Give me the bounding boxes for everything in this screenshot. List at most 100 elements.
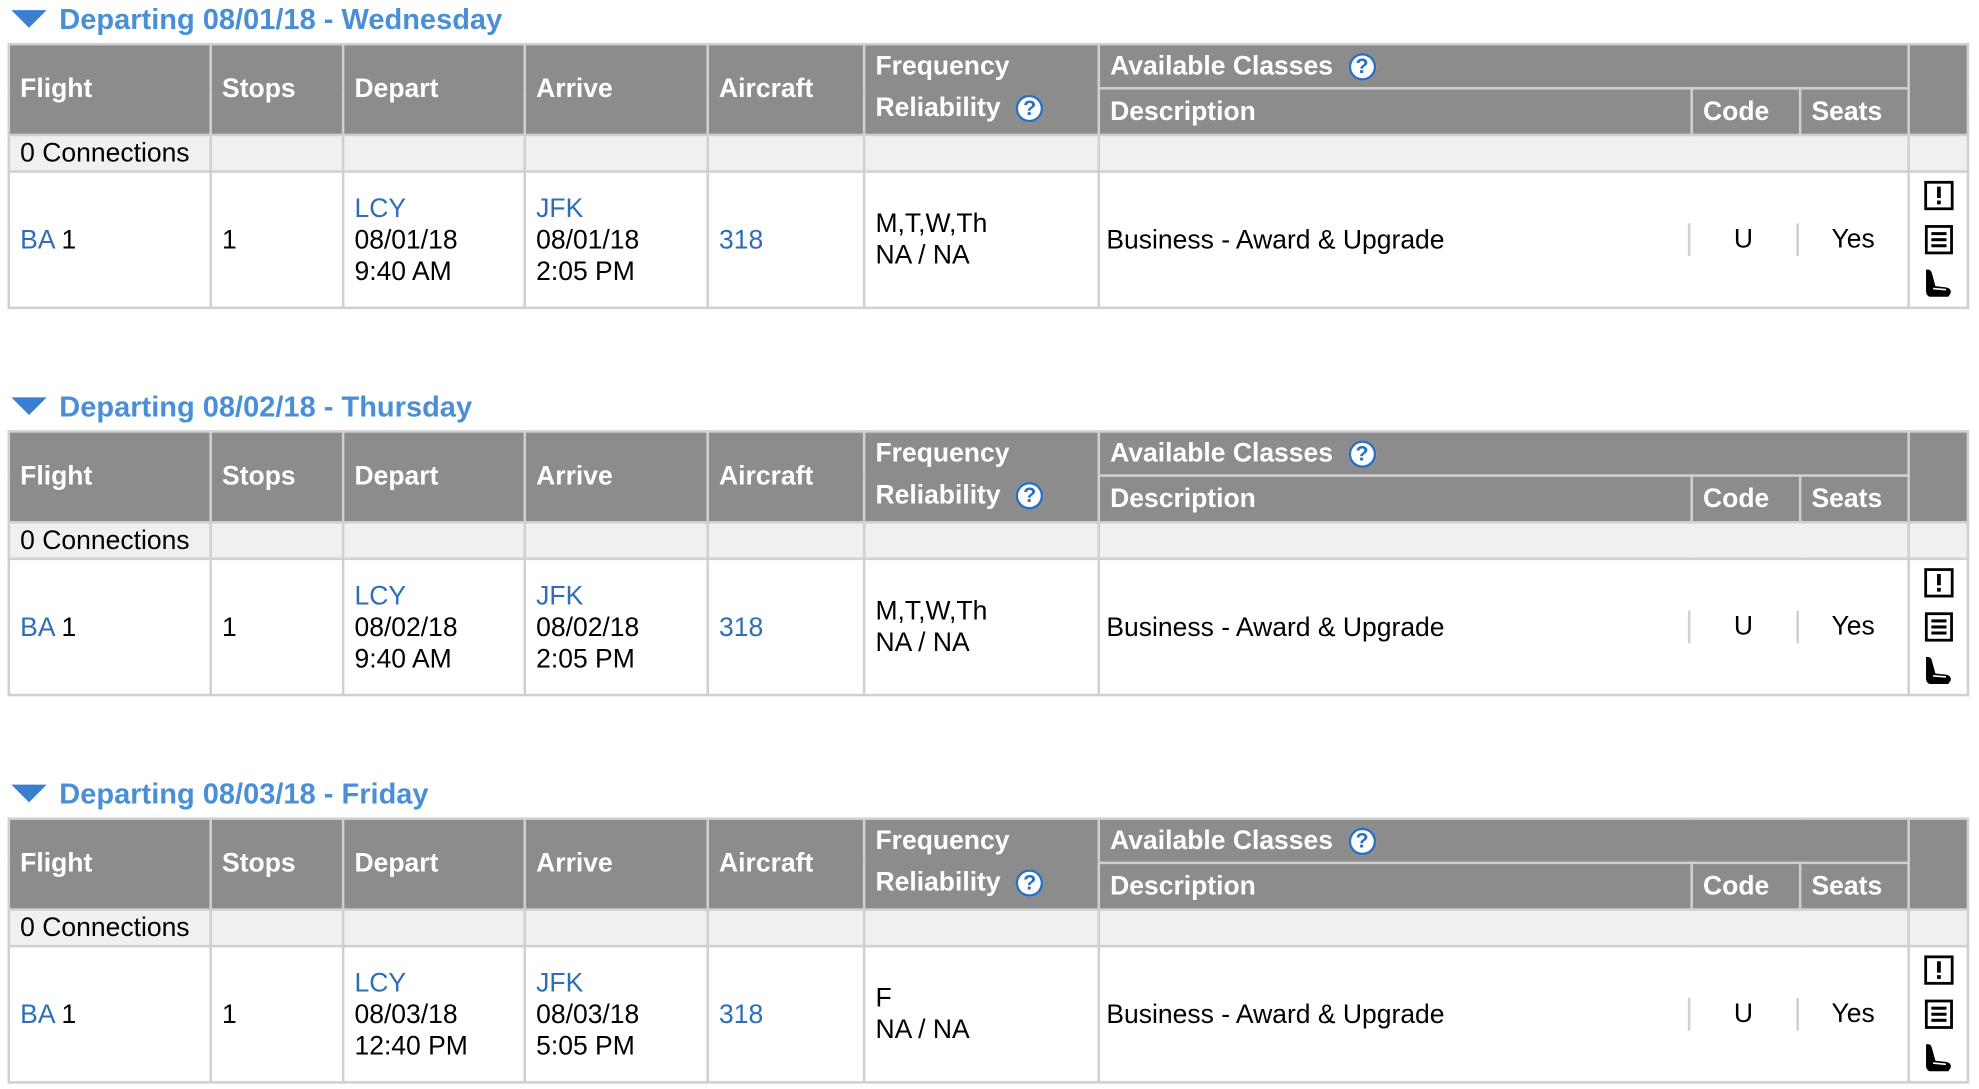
departure-toggle[interactable]: Departing 08/01/18 - Wednesday [0, 0, 502, 38]
collapse-triangle-icon[interactable] [11, 397, 47, 416]
header-actions [1907, 42, 1970, 137]
stops-value: 1 [209, 557, 345, 697]
class-code: U [1687, 997, 1796, 1031]
header-arrive: Arrive [523, 817, 709, 911]
depart-airport-link[interactable]: LCY [354, 193, 407, 223]
airline-link[interactable]: BA [20, 612, 55, 642]
flight-cell: BA 1 [7, 557, 212, 697]
header-frequency: Frequency [875, 826, 1010, 856]
classes-help-icon[interactable]: ? [1348, 440, 1376, 468]
connections-label: 0 Connections [7, 133, 212, 173]
class-seats: Yes [1796, 223, 1907, 257]
arrive-airport-link[interactable]: JFK [536, 968, 584, 998]
header-code: Code [1690, 861, 1802, 911]
depart-time: 12:40 PM [354, 1031, 468, 1061]
connections-row: 0 Connections [7, 908, 1970, 948]
arrive-date: 08/01/18 [536, 225, 640, 255]
header-frequency-reliability: Frequency Reliability? [862, 430, 1101, 524]
frequency-value: M,T,W,Th [875, 596, 988, 626]
reliability-value: NA / NA [875, 628, 970, 658]
header-arrive: Arrive [523, 42, 709, 137]
flight-table: Flight Stops Depart Arrive Aircraft Freq… [7, 817, 1970, 1084]
aircraft-link[interactable]: 318 [719, 612, 764, 642]
departure-toggle[interactable]: Departing 08/02/18 - Thursday [0, 387, 472, 425]
notes-icon[interactable] [1922, 221, 1955, 259]
airline-link[interactable]: BA [20, 225, 55, 255]
header-depart: Depart [341, 817, 527, 911]
header-aircraft: Aircraft [706, 430, 866, 524]
aircraft-cell: 318 [706, 170, 866, 310]
arrive-time: 2:05 PM [536, 256, 635, 286]
header-depart: Depart [341, 42, 527, 137]
depart-airport-link[interactable]: LCY [354, 968, 407, 998]
actions-cell [1907, 557, 1970, 697]
departure-title: Departing 08/01/18 - Wednesday [59, 1, 503, 35]
depart-date: 08/01/18 [354, 225, 458, 255]
connections-label: 0 Connections [7, 908, 212, 948]
header-description: Description [1097, 474, 1693, 524]
header-description: Description [1097, 87, 1693, 137]
arrive-time: 5:05 PM [536, 1031, 635, 1061]
reliability-help-icon[interactable]: ? [1015, 482, 1044, 511]
classes-help-icon[interactable]: ? [1348, 52, 1376, 81]
frequency-cell: M,T,W,Th NA / NA [862, 557, 1101, 697]
flight-cell: BA 1 [7, 170, 212, 310]
notes-icon[interactable] [1922, 608, 1955, 646]
classes-help-icon[interactable]: ? [1348, 827, 1376, 856]
alert-icon[interactable] [1922, 951, 1955, 989]
class-description: Business - Award & Upgrade [1106, 612, 1445, 642]
departure-toggle[interactable]: Departing 08/03/18 - Friday [0, 775, 429, 813]
aircraft-link[interactable]: 318 [719, 225, 764, 255]
table-row: BA 1 1 LCY 08/02/18 9:40 AM JFK 08/02/18… [7, 557, 1970, 697]
collapse-triangle-icon[interactable] [11, 10, 47, 28]
arrive-date: 08/02/18 [536, 612, 640, 642]
reliability-help-icon[interactable]: ? [1015, 95, 1044, 123]
table-row: BA 1 1 LCY 08/03/18 12:40 PM JFK 08/03/1… [7, 944, 1970, 1084]
aircraft-cell: 318 [706, 944, 866, 1084]
notes-icon[interactable] [1922, 995, 1955, 1033]
actions-cell [1907, 944, 1970, 1084]
class-description: Business - Award & Upgrade [1106, 225, 1445, 255]
arrive-airport-link[interactable]: JFK [536, 580, 584, 610]
header-available-classes-label: Available Classes [1110, 438, 1333, 468]
header-code: Code [1690, 474, 1802, 524]
arrive-date: 08/03/18 [536, 999, 640, 1029]
arrive-cell: JFK 08/02/18 2:05 PM [523, 557, 709, 697]
seat-icon[interactable] [1922, 1039, 1955, 1077]
class-code: U [1687, 610, 1796, 644]
class-description: Business - Award & Upgrade [1106, 999, 1445, 1029]
header-available-classes-label: Available Classes [1110, 51, 1333, 81]
class-seats: Yes [1796, 610, 1907, 644]
alert-icon[interactable] [1922, 564, 1955, 602]
header-frequency-reliability: Frequency Reliability? [862, 42, 1101, 137]
frequency-value: M,T,W,Th [875, 209, 988, 239]
reliability-help-icon[interactable]: ? [1015, 869, 1044, 898]
header-seats: Seats [1798, 87, 1910, 137]
header-stops: Stops [209, 42, 345, 137]
seat-icon[interactable] [1922, 265, 1955, 303]
class-cell: Business - Award & Upgrade U Yes [1097, 944, 1910, 1084]
header-available-classes: Available Classes? [1097, 817, 1910, 865]
airline-link[interactable]: BA [20, 999, 55, 1029]
collapse-triangle-icon[interactable] [11, 784, 47, 803]
header-seats: Seats [1798, 474, 1910, 524]
seat-icon[interactable] [1922, 652, 1955, 690]
header-arrive: Arrive [523, 430, 709, 524]
aircraft-link[interactable]: 318 [719, 999, 764, 1029]
connections-row: 0 Connections [7, 133, 1970, 173]
header-code: Code [1690, 87, 1802, 137]
class-seats: Yes [1796, 997, 1907, 1031]
stops-value: 1 [209, 170, 345, 310]
alert-icon[interactable] [1922, 177, 1955, 215]
flight-number: 1 [61, 612, 77, 642]
depart-cell: LCY 08/02/18 9:40 AM [341, 557, 527, 697]
depart-airport-link[interactable]: LCY [354, 580, 407, 610]
depart-time: 9:40 AM [354, 643, 452, 674]
header-description: Description [1097, 861, 1693, 911]
header-stops: Stops [209, 817, 345, 911]
arrive-cell: JFK 08/01/18 2:05 PM [523, 170, 709, 310]
flight-number: 1 [61, 999, 77, 1029]
arrive-airport-link[interactable]: JFK [536, 193, 584, 223]
depart-date: 08/03/18 [354, 999, 458, 1029]
